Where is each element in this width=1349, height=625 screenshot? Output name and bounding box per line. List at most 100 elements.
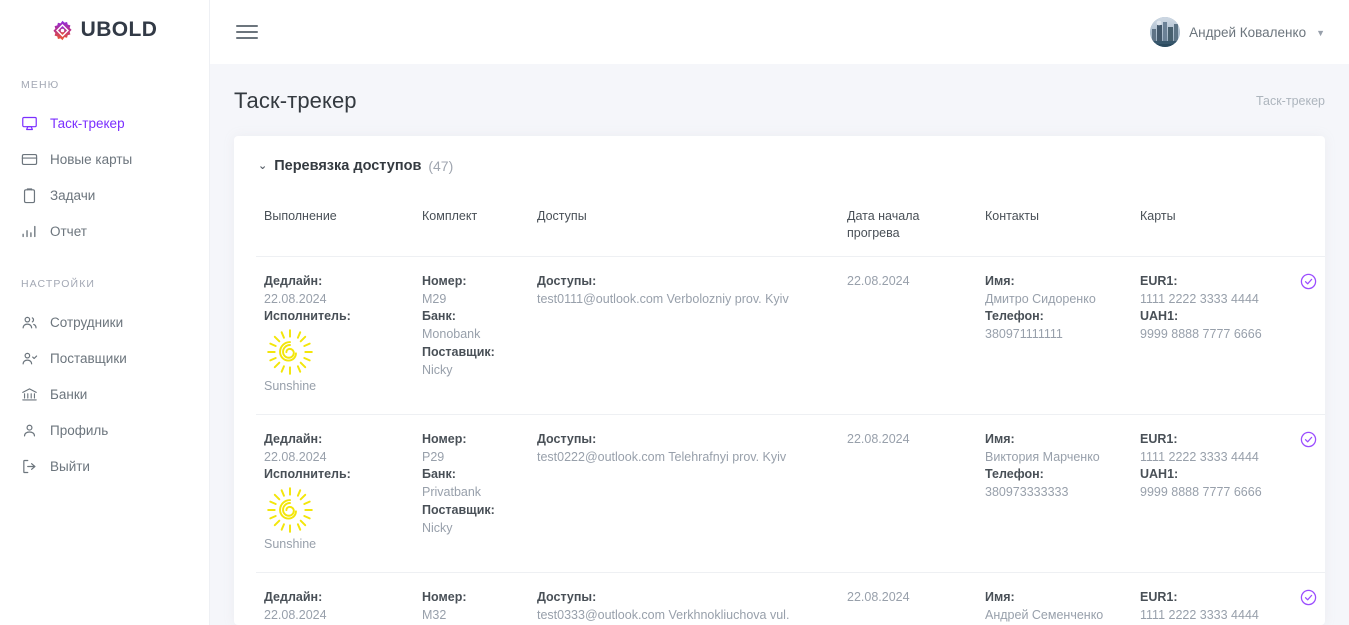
main-area: Андрей Коваленко ▼ Таск-трекер Таск-трек… (210, 0, 1349, 625)
column-header-warmup-date: Дата начала прогрева (839, 198, 977, 257)
cell-cards: EUR1: 1111 2222 3333 4444 (1132, 572, 1292, 625)
contact-phone-label: Телефон: (985, 309, 1044, 324)
number-label: Номер: (422, 431, 467, 446)
table-row[interactable]: Дедлайн: 22.08.2024 Номер: M32 Доступы: … (256, 572, 1325, 625)
page-title: Таск-трекер (234, 88, 357, 113)
brand-logo[interactable]: UBOLD (0, 0, 209, 56)
sidebar-item-employees[interactable]: Сотрудники (0, 304, 209, 340)
sidebar-item-report[interactable]: Отчет (0, 213, 209, 249)
sunshine-sun-icon (264, 484, 406, 536)
cell-execution: Дедлайн: 22.08.2024 (256, 572, 414, 625)
access-value: test0111@outlook.com Verbolozniy prov. K… (537, 291, 789, 306)
access-value: test0222@outlook.com Telehrafnyi prov. K… (537, 449, 787, 464)
deadline-value: 22.08.2024 (264, 449, 327, 464)
group-header-access-rebinding[interactable]: ⌄ Перевязка доступов (47) (256, 158, 1303, 174)
sidebar-item-banks[interactable]: Банки (0, 376, 209, 412)
tasks-table: Выполнение Комплект Доступы Дата начала … (256, 198, 1325, 625)
contact-phone-value: 380971111111 (985, 327, 1063, 341)
access-label: Доступы: (537, 589, 597, 604)
eur-card-label: EUR1: (1140, 273, 1178, 288)
access-value: test0333@outlook.com Verkhnokliuchova vu… (537, 607, 790, 622)
sidebar-item-label: Сотрудники (50, 314, 124, 330)
number-value: M32 (422, 607, 447, 622)
supplier-label: Поставщик: (422, 502, 495, 517)
cell-execution: Дедлайн: 22.08.2024 Исполнитель: (256, 256, 414, 415)
hamburger-icon[interactable] (236, 19, 262, 45)
contact-name-value: Дмитро Сидоренко (985, 291, 1096, 306)
assignee-label: Исполнитель: (264, 467, 351, 482)
sidebar-item-label: Отчет (50, 223, 87, 239)
cell-contacts: Имя: Дмитро Сидоренко Телефон: 380971111… (977, 256, 1132, 415)
cell-status (1292, 414, 1325, 573)
deadline-label: Дедлайн: (264, 273, 323, 288)
cell-status (1292, 256, 1325, 415)
check-circle-icon[interactable] (1300, 589, 1317, 606)
cell-kit: Номер: P29 Банк: Privatbank Поставщик: N… (414, 414, 529, 573)
cell-contacts: Имя: Виктория Марченко Телефон: 38097333… (977, 414, 1132, 573)
sidebar-item-label: Задачи (50, 187, 96, 203)
assignee-name: Sunshine (264, 379, 317, 393)
column-header-contacts: Контакты (977, 198, 1132, 257)
supplier-value: Nicky (422, 520, 453, 535)
supplier-label: Поставщик: (422, 344, 495, 359)
sidebar-item-label: Профиль (50, 422, 109, 438)
eur-card-value: 1111 2222 3333 4444 (1140, 607, 1259, 622)
bank-label: Банк: (422, 309, 456, 324)
chevron-down-icon: ⌄ (258, 159, 268, 172)
contact-name-label: Имя: (985, 273, 1015, 288)
access-label: Доступы: (537, 431, 597, 446)
chevron-down-icon: ▼ (1316, 28, 1325, 38)
user-check-icon (21, 350, 38, 367)
table-header-row: Выполнение Комплект Доступы Дата начала … (256, 198, 1325, 257)
eur-card-label: EUR1: (1140, 431, 1178, 446)
cell-kit: Номер: M29 Банк: Monobank Поставщик: Nic… (414, 256, 529, 415)
table-row[interactable]: Дедлайн: 22.08.2024 Исполнитель: (256, 256, 1325, 415)
number-label: Номер: (422, 273, 467, 288)
sidebar-item-label: Таск-трекер (50, 115, 125, 131)
bar-chart-icon (21, 223, 38, 240)
sidebar-item-task-tracker[interactable]: Таск-трекер (0, 105, 209, 141)
cell-access: Доступы: test0222@outlook.com Telehrafny… (529, 414, 839, 573)
bank-icon (21, 386, 38, 403)
user-menu[interactable]: Андрей Коваленко ▼ (1146, 13, 1329, 51)
contact-name-label: Имя: (985, 431, 1015, 446)
sidebar-section-settings-label: НАСТРОЙКИ (21, 278, 96, 290)
access-label: Доступы: (537, 273, 597, 288)
column-header-kit: Комплект (414, 198, 529, 257)
eur-card-value: 1111 2222 3333 4444 (1140, 449, 1259, 464)
deadline-value: 22.08.2024 (264, 607, 327, 622)
cell-access: Доступы: test0111@outlook.com Verbolozni… (529, 256, 839, 415)
deadline-label: Дедлайн: (264, 589, 323, 604)
check-circle-icon[interactable] (1300, 273, 1317, 290)
deadline-label: Дедлайн: (264, 431, 323, 446)
check-circle-icon[interactable] (1300, 431, 1317, 448)
sidebar: UBOLD МЕНЮ Таск-трекер Новые карты (0, 0, 210, 625)
bank-label: Банк: (422, 467, 456, 482)
cell-access: Доступы: test0333@outlook.com Verkhnokli… (529, 572, 839, 625)
supplier-value: Nicky (422, 362, 453, 377)
uah-card-label: UAH1: (1140, 309, 1179, 324)
sidebar-item-new-cards[interactable]: Новые карты (0, 141, 209, 177)
column-header-execution: Выполнение (256, 198, 414, 257)
uah-card-label: UAH1: (1140, 467, 1179, 482)
contact-name-value: Андрей Семенченко (985, 607, 1104, 622)
sidebar-item-tasks[interactable]: Задачи (0, 177, 209, 213)
sidebar-item-label: Выйти (50, 458, 90, 474)
cell-warmup-date: 22.08.2024 (839, 572, 977, 625)
cell-cards: EUR1: 1111 2222 3333 4444 UAH1: 9999 888… (1132, 414, 1292, 573)
user-name: Андрей Коваленко (1189, 24, 1307, 40)
eur-card-label: EUR1: (1140, 589, 1178, 604)
logout-icon (21, 458, 38, 475)
breadcrumb: Таск-трекер (1255, 94, 1325, 108)
avatar (1150, 17, 1181, 47)
group-count: (47) (428, 158, 454, 174)
sidebar-item-logout[interactable]: Выйти (0, 448, 209, 484)
uah-card-value: 9999 8888 7777 6666 (1140, 485, 1262, 499)
table-row[interactable]: Дедлайн: 22.08.2024 Исполнитель: (256, 414, 1325, 573)
sidebar-item-profile[interactable]: Профиль (0, 412, 209, 448)
cell-contacts: Имя: Андрей Семенченко (977, 572, 1132, 625)
sidebar-item-suppliers[interactable]: Поставщики (0, 340, 209, 376)
assignee-label: Исполнитель: (264, 309, 351, 324)
clipboard-icon (21, 187, 38, 204)
